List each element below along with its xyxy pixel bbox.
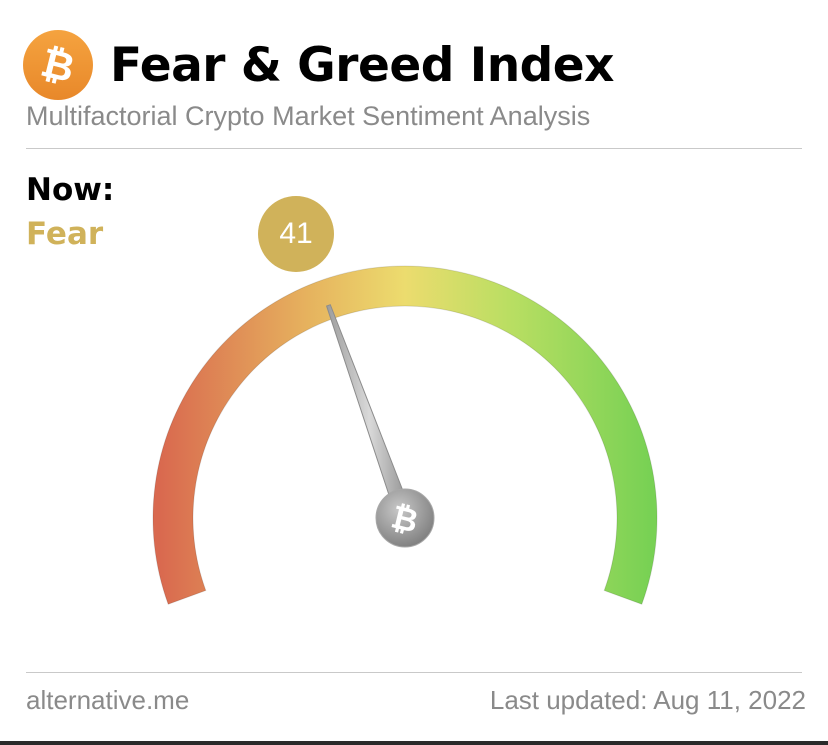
bottom-border xyxy=(0,741,828,745)
index-value-badge: 41 xyxy=(258,196,334,272)
page-title: Fear & Greed Index xyxy=(110,37,614,93)
bitcoin-logo-icon: ₿ xyxy=(23,30,93,100)
bottom-divider xyxy=(26,672,802,673)
page-subtitle: Multifactorial Crypto Market Sentiment A… xyxy=(26,101,591,131)
top-divider xyxy=(26,148,802,149)
sentiment-classification: Fear xyxy=(26,216,104,252)
gauge-needle xyxy=(325,304,414,522)
needle-hub: ₿ xyxy=(375,488,435,548)
source-link[interactable]: alternative.me xyxy=(26,685,190,715)
header: ₿ Fear & Greed Index xyxy=(22,26,614,104)
last-updated: Last updated: Aug 11, 2022 xyxy=(489,685,806,715)
gauge-arc xyxy=(152,265,658,605)
now-label: Now: xyxy=(26,172,115,208)
